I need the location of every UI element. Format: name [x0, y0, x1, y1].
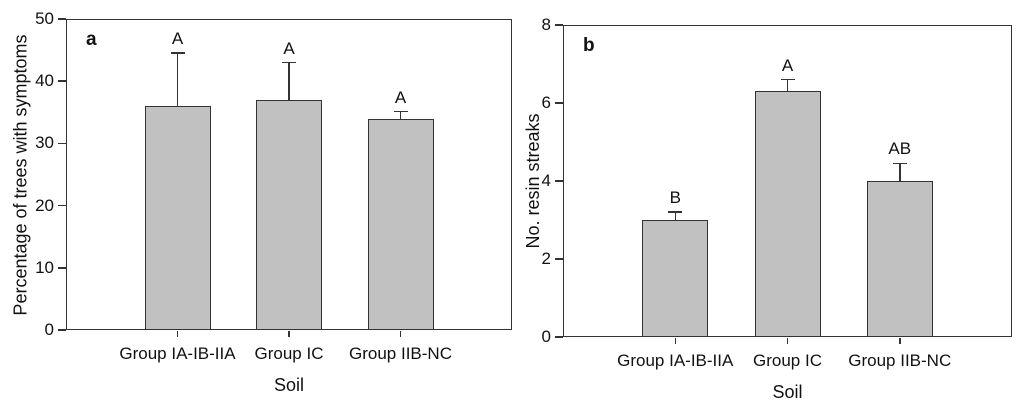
error-bar: [786, 79, 789, 92]
bar-group-iib-nc: [866, 181, 933, 337]
x-tick-label: Group IA-IB-IIA: [119, 344, 236, 363]
y-tick-label: 0: [541, 327, 551, 346]
x-tick: [899, 338, 901, 344]
y-tick: [58, 142, 66, 145]
significance-letter: A: [171, 29, 184, 49]
significance-letter: A: [781, 55, 794, 75]
y-tick-label: 20: [35, 195, 54, 215]
x-tick: [786, 338, 789, 344]
y-tick-label: 50: [35, 9, 54, 28]
y-tick: [58, 18, 66, 20]
y-tick: [58, 329, 66, 331]
x-axis-title: Soil: [273, 375, 304, 395]
x-tick: [399, 331, 402, 337]
y-tick: [555, 336, 563, 338]
y-tick-label: 6: [541, 93, 551, 112]
y-tick-label: 10: [35, 257, 54, 277]
bar-group-ic: [754, 91, 821, 337]
y-axis-title: Percentage of trees with symptoms: [10, 33, 30, 316]
y-tick: [555, 180, 563, 182]
y-tick-label: 0: [44, 320, 54, 339]
error-bar: [674, 212, 676, 220]
error-bar-cap: [780, 78, 795, 81]
x-tick-label: Group IIB-NC: [848, 351, 952, 370]
error-bar: [176, 53, 179, 107]
error-bar: [288, 62, 290, 100]
x-tick: [176, 331, 179, 337]
x-tick-label: Group IC: [753, 351, 822, 370]
bar-group-ic: [256, 99, 322, 330]
error-bar-cap: [668, 211, 683, 213]
x-tick: [674, 338, 676, 344]
error-bar: [399, 111, 402, 119]
error-bar-cap: [393, 110, 408, 113]
y-tick: [58, 80, 66, 82]
y-tick-label: 40: [35, 71, 54, 91]
panel-label: b: [583, 35, 595, 56]
chart-panel-b: b No. resin streaks 0 2 4 6 8 B Group IA-IB-IIA A…: [512, 0, 1024, 404]
bar-group-iib-nc: [367, 118, 434, 330]
x-axis-title: Soil: [772, 382, 803, 402]
significance-letter: A: [394, 87, 407, 107]
panel-label: a: [86, 29, 97, 50]
y-tick: [555, 258, 563, 260]
y-tick: [58, 267, 66, 269]
y-tick: [555, 24, 563, 26]
error-bar-cap: [282, 61, 296, 64]
y-tick: [555, 102, 563, 104]
bar-group-ia-ib-iia: [144, 106, 211, 330]
bar-group-ia-ib-iia: [642, 220, 709, 337]
chart-panel-a: a Percentage of trees with symptoms 0 10 20 3…: [10, 9, 512, 395]
y-tick-label: 4: [541, 171, 551, 190]
error-bar-cap: [170, 52, 185, 54]
y-tick-label: 8: [541, 15, 551, 34]
x-tick-label: Group IIB-NC: [349, 344, 452, 363]
x-tick-label: Group IA-IB-IIA: [617, 351, 734, 370]
significance-letter: A: [283, 38, 295, 58]
y-tick: [58, 204, 66, 207]
y-tick-label: 30: [35, 133, 54, 153]
error-bar: [899, 163, 901, 181]
y-tick-label: 2: [541, 249, 551, 268]
significance-letter: B: [669, 188, 681, 208]
significance-letter: AB: [888, 139, 912, 159]
x-tick-label: Group IC: [254, 344, 324, 363]
error-bar-cap: [892, 162, 907, 165]
x-tick: [288, 331, 290, 337]
